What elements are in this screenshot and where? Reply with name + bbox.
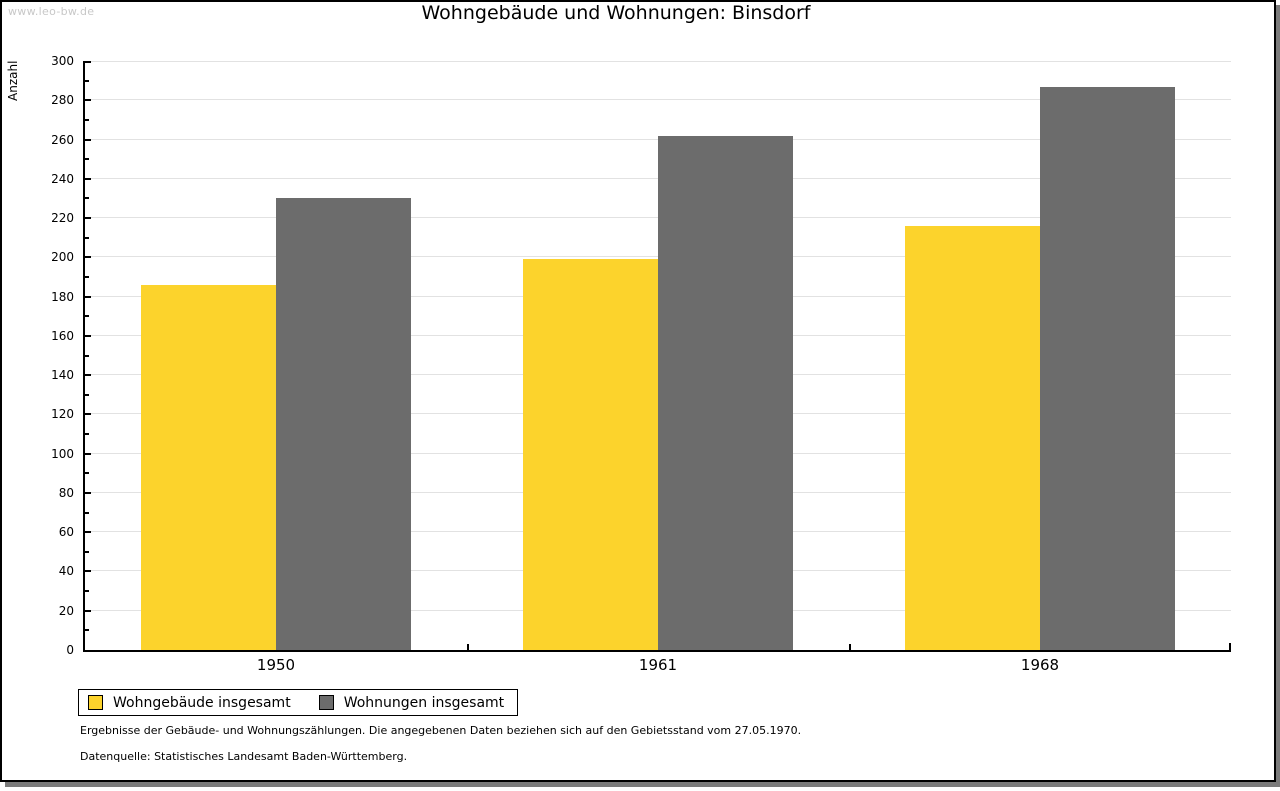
y-tick-major xyxy=(85,453,91,455)
y-tick-major xyxy=(85,217,91,219)
y-tick-minor xyxy=(85,512,89,514)
y-tick-minor xyxy=(85,433,89,435)
x-tick-separator xyxy=(849,644,851,650)
x-axis-tick-labels: 1950 1961 1968 xyxy=(83,656,1231,674)
y-tick-label: 60 xyxy=(58,525,74,539)
y-tick-minor xyxy=(85,197,89,199)
x-axis-end-tick xyxy=(1229,643,1231,650)
y-tick-major xyxy=(85,492,91,494)
bar-wohngebaeude-insgesamt-1950 xyxy=(141,285,276,650)
watermark: www.leo-bw.de xyxy=(8,5,95,18)
y-tick-label: 120 xyxy=(51,407,74,421)
y-tick-major xyxy=(85,178,91,180)
legend-item-wohnungen: Wohnungen insgesamt xyxy=(318,694,505,711)
chart-title: Wohngebäude und Wohnungen: Binsdorf xyxy=(421,2,811,24)
y-tick-minor xyxy=(85,276,89,278)
y-tick-label: 100 xyxy=(51,447,74,461)
footnote-data-source: Datenquelle: Statistisches Landesamt Bad… xyxy=(80,750,408,763)
y-tick-major xyxy=(85,570,91,572)
y-tick-minor xyxy=(85,629,89,631)
x-tick-label: 1961 xyxy=(638,656,678,674)
y-tick-minor xyxy=(85,355,89,357)
x-tick-label: 1968 xyxy=(1020,656,1060,674)
y-tick-minor xyxy=(85,472,89,474)
y-tick-label: 80 xyxy=(58,486,74,500)
y-tick-label: 240 xyxy=(51,172,74,186)
y-tick-major xyxy=(85,256,91,258)
legend-swatch-wohngebaeude xyxy=(88,695,103,710)
y-tick-minor xyxy=(85,394,89,396)
y-tick-label: 260 xyxy=(51,133,74,147)
x-tick-label: 1950 xyxy=(256,656,296,674)
y-tick-label: 200 xyxy=(51,250,74,264)
legend-label-wohnungen: Wohnungen insgesamt xyxy=(343,694,505,711)
y-tick-label: 220 xyxy=(51,211,74,225)
gridline xyxy=(85,61,1231,62)
bar-wohnungen-insgesamt-1968 xyxy=(1040,87,1175,650)
bar-wohnungen-insgesamt-1950 xyxy=(276,198,411,650)
legend-label-wohngebaeude: Wohngebäude insgesamt xyxy=(113,694,291,711)
y-tick-label: 20 xyxy=(58,604,74,618)
y-tick-minor xyxy=(85,158,89,160)
y-tick-major xyxy=(85,610,91,612)
y-tick-major xyxy=(85,413,91,415)
x-tick-separator xyxy=(467,644,469,650)
y-tick-major xyxy=(85,139,91,141)
y-tick-minor xyxy=(85,119,89,121)
plot-area xyxy=(83,61,1231,652)
y-tick-major xyxy=(85,296,91,298)
y-tick-label: 40 xyxy=(58,564,74,578)
footnote-source-note: Ergebnisse der Gebäude- und Wohnungszähl… xyxy=(80,724,802,737)
y-tick-major xyxy=(85,99,91,101)
y-tick-label: 180 xyxy=(51,290,74,304)
y-tick-minor xyxy=(85,237,89,239)
y-tick-minor xyxy=(85,590,89,592)
y-tick-major xyxy=(85,335,91,337)
legend-swatch-wohnungen xyxy=(318,695,334,710)
y-tick-label: 280 xyxy=(51,93,74,107)
y-tick-label: 140 xyxy=(51,368,74,382)
bar-wohnungen-insgesamt-1961 xyxy=(658,136,793,650)
legend: Wohngebäude insgesamt Wohnungen insgesam… xyxy=(78,689,519,716)
y-tick-major xyxy=(85,61,91,63)
y-tick-label: 0 xyxy=(66,643,74,657)
y-tick-major xyxy=(85,531,91,533)
bar-wohngebaeude-insgesamt-1968 xyxy=(905,226,1040,650)
y-axis-tick-labels: 0 20 40 60 80 100 120 140 160 180 200 220 240 260 280 3… xyxy=(0,54,76,657)
y-tick-minor xyxy=(85,315,89,317)
gridline xyxy=(85,99,1231,100)
y-tick-major xyxy=(85,374,91,376)
legend-item-wohngebaeude: Wohngebäude insgesamt xyxy=(88,695,291,711)
y-tick-minor xyxy=(85,551,89,553)
y-tick-minor xyxy=(85,80,89,82)
bar-wohngebaeude-insgesamt-1961 xyxy=(523,259,658,650)
y-tick-label: 160 xyxy=(51,329,74,343)
y-tick-label: 300 xyxy=(51,54,74,68)
